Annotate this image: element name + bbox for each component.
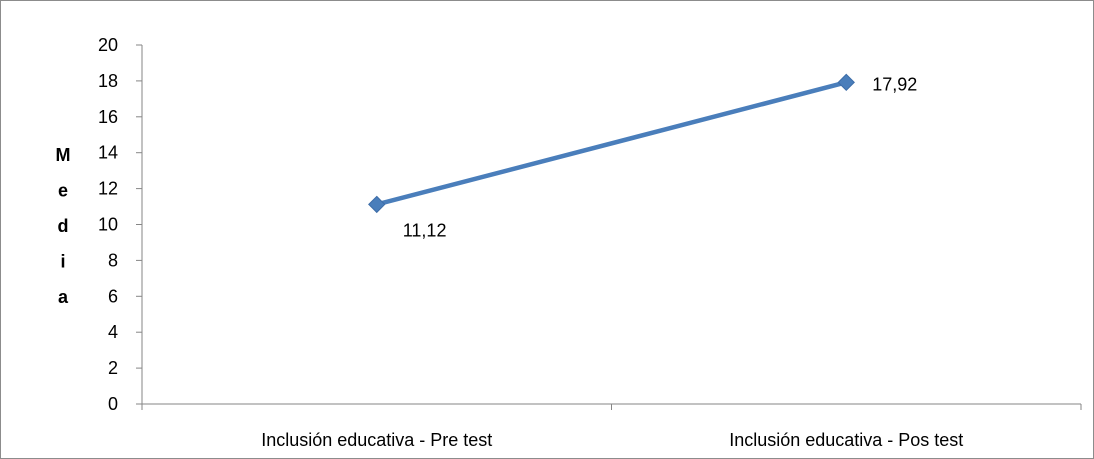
y-tick-label: 16 — [98, 107, 118, 127]
y-tick-label: 14 — [98, 143, 118, 163]
data-point-marker — [368, 195, 386, 214]
y-tick-label: 10 — [98, 215, 118, 235]
y-tick-label: 8 — [108, 250, 118, 270]
data-label: 17,92 — [872, 74, 917, 94]
y-tick-label: 6 — [108, 286, 118, 306]
y-axis-title-letter: d — [58, 216, 69, 236]
y-axis-title-letter: e — [58, 181, 68, 201]
y-tick-label: 12 — [98, 179, 118, 199]
x-category-label: Inclusión educativa - Pre test — [261, 430, 492, 450]
y-tick-label: 4 — [108, 322, 118, 342]
y-axis-title-letter: a — [58, 287, 69, 307]
y-tick-label: 2 — [108, 358, 118, 378]
y-tick-label: 0 — [108, 394, 118, 414]
series-line — [374, 80, 849, 207]
y-tick-label: 18 — [98, 71, 118, 91]
data-point-marker — [837, 73, 855, 92]
y-axis-title-letter: M — [56, 145, 71, 165]
x-category-label: Inclusión educativa - Pos test — [729, 430, 963, 450]
y-tick-label: 20 — [98, 35, 118, 55]
y-axis-title-letter: i — [60, 252, 65, 272]
data-label: 11,12 — [403, 220, 447, 240]
